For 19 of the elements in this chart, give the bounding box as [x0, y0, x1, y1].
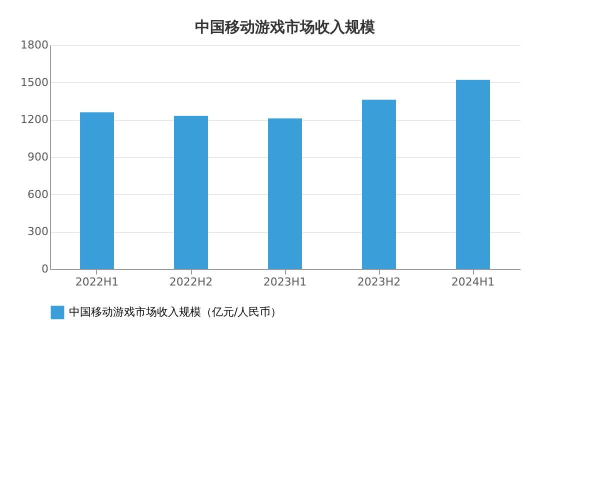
x-tick-label: 2022H2 [169, 276, 213, 288]
bar [174, 116, 208, 269]
y-tick-label: 1800 [20, 38, 48, 52]
legend-label: 中国移动游戏市场收入规模（亿元/人民币） [69, 306, 282, 318]
y-tick-label: 300 [28, 225, 48, 238]
y-tick-label: 0 [42, 262, 48, 276]
y-tick-label: 1500 [20, 76, 48, 89]
chart-title: 中国移动游戏市场收入规模 [195, 18, 376, 36]
x-tick-label: 2024H1 [451, 276, 495, 288]
x-tick-label: 2022H1 [75, 276, 119, 288]
bar [456, 80, 490, 269]
x-tick-label: 2023H2 [357, 276, 401, 288]
y-tick-label: 600 [28, 188, 48, 201]
y-tick-label: 900 [28, 150, 48, 164]
y-tick-label: 1200 [20, 113, 48, 126]
x-tick-label: 2023H1 [263, 276, 307, 288]
bar [362, 100, 396, 269]
bar [268, 118, 302, 269]
bar [80, 112, 114, 269]
